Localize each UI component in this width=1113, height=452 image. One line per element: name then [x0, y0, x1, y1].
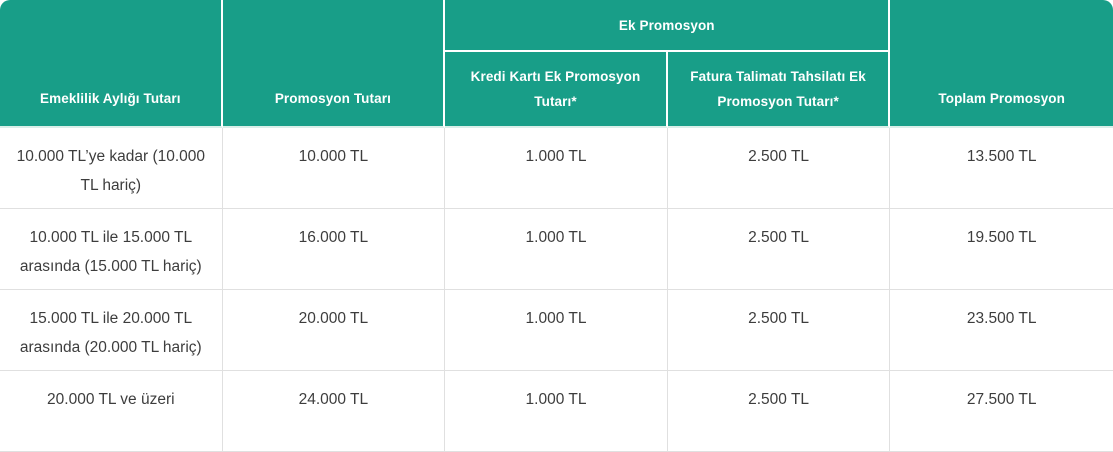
cell-bill-collection-extra: 2.500 TL	[667, 209, 891, 290]
cell-promotion-amount: 20.000 TL	[222, 290, 446, 371]
header-promotion-amount: Promosyon Tutarı	[222, 0, 446, 128]
header-pension-amount: Emeklilik Aylığı Tutarı	[0, 0, 223, 128]
header-extra-promotion-group: Ek Promosyon	[445, 0, 891, 52]
cell-credit-card-extra: 1.000 TL	[445, 209, 668, 290]
table-row: 20.000 TL ve üzeri 24.000 TL 1.000 TL 2.…	[0, 371, 1113, 452]
header-row-sub: Kredi Kartı Ek Promosyon Tutarı* Fatura …	[0, 52, 1113, 128]
header-row-group: Emeklilik Aylığı Tutarı Promosyon Tutarı…	[0, 0, 1113, 128]
cell-total-promotion: 19.500 TL	[890, 209, 1113, 290]
header-bill-collection-extra: Fatura Talimatı Tahsilatı Ek Promosyon T…	[667, 52, 891, 128]
table-row: 10.000 TL ile 15.000 TL arasında (15.000…	[0, 209, 1113, 290]
cell-credit-card-extra: 1.000 TL	[445, 128, 668, 209]
cell-promotion-amount: 10.000 TL	[222, 128, 446, 209]
header-total-promotion: Toplam Promosyon	[890, 0, 1113, 128]
cell-total-promotion: 27.500 TL	[890, 371, 1113, 452]
table-row: 15.000 TL ile 20.000 TL arasında (20.000…	[0, 290, 1113, 371]
table-body: 10.000 TL’ye kadar (10.000 TL hariç) 10.…	[0, 128, 1113, 452]
table-header: Emeklilik Aylığı Tutarı Promosyon Tutarı…	[0, 0, 1113, 128]
cell-pension-range: 20.000 TL ve üzeri	[0, 371, 223, 452]
cell-pension-range: 10.000 TL ile 15.000 TL arasında (15.000…	[0, 209, 223, 290]
cell-total-promotion: 23.500 TL	[890, 290, 1113, 371]
cell-bill-collection-extra: 2.500 TL	[667, 290, 891, 371]
cell-bill-collection-extra: 2.500 TL	[667, 128, 891, 209]
cell-pension-range: 15.000 TL ile 20.000 TL arasında (20.000…	[0, 290, 223, 371]
table-row: 10.000 TL’ye kadar (10.000 TL hariç) 10.…	[0, 128, 1113, 209]
cell-promotion-amount: 16.000 TL	[222, 209, 446, 290]
cell-total-promotion: 13.500 TL	[890, 128, 1113, 209]
cell-bill-collection-extra: 2.500 TL	[667, 371, 891, 452]
cell-promotion-amount: 24.000 TL	[222, 371, 446, 452]
cell-credit-card-extra: 1.000 TL	[445, 371, 668, 452]
cell-pension-range: 10.000 TL’ye kadar (10.000 TL hariç)	[0, 128, 223, 209]
header-credit-card-extra: Kredi Kartı Ek Promosyon Tutarı*	[445, 52, 668, 128]
cell-credit-card-extra: 1.000 TL	[445, 290, 668, 371]
